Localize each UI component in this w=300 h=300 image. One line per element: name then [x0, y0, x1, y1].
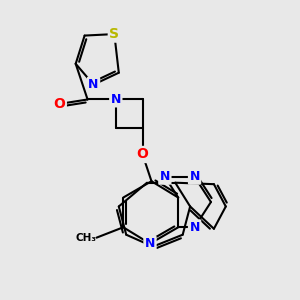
Text: N: N [111, 93, 121, 106]
Text: N: N [189, 221, 200, 234]
Text: O: O [136, 148, 148, 161]
Text: CH₃: CH₃ [76, 233, 97, 243]
Text: O: O [53, 97, 65, 111]
Text: S: S [109, 27, 119, 41]
Text: N: N [160, 170, 170, 183]
Text: N: N [189, 170, 200, 183]
Text: N: N [88, 78, 99, 91]
Text: N: N [145, 237, 155, 250]
